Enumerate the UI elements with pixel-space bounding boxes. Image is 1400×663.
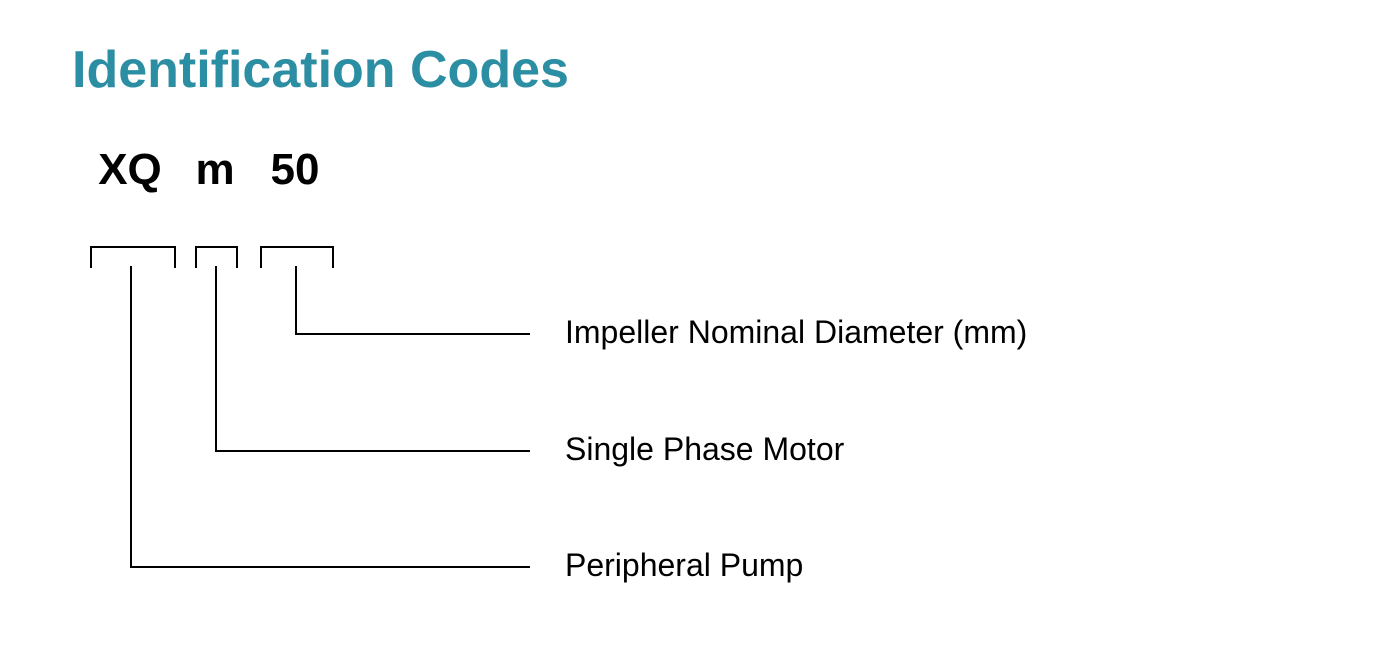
- desc-peripheral-pump: Peripheral Pump: [565, 547, 803, 584]
- leader-m: [215, 450, 530, 452]
- bracket-fifty: [260, 246, 334, 268]
- desc-impeller-diameter: Impeller Nominal Diameter (mm): [565, 314, 1027, 351]
- leader-xq: [130, 566, 530, 568]
- drop-line-fifty: [295, 266, 297, 333]
- diagram-canvas: Identification Codes XQ m 50 Peripheral …: [0, 0, 1400, 663]
- bracket-xq: [90, 246, 176, 268]
- drop-line-m: [215, 266, 217, 450]
- desc-single-phase-motor: Single Phase Motor: [565, 431, 844, 468]
- code-part-xq: XQ: [79, 148, 181, 192]
- drop-line-xq: [130, 266, 132, 566]
- code-part-fifty: 50: [250, 148, 340, 192]
- code-part-m: m: [186, 148, 245, 192]
- leader-fifty: [295, 333, 530, 335]
- bracket-m: [195, 246, 238, 268]
- diagram-title: Identification Codes: [72, 40, 569, 100]
